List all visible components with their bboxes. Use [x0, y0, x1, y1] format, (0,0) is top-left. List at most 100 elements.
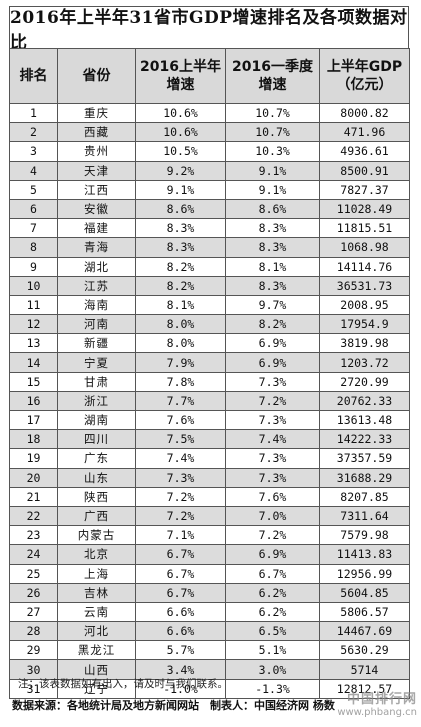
province-cell: 内蒙古	[57, 525, 136, 546]
rank-cell: 15	[9, 371, 58, 392]
gdp-cell: 8500.91	[319, 160, 410, 181]
q1-growth-cell: 8.3%	[225, 275, 320, 296]
q1-growth-cell: 7.2%	[225, 525, 320, 546]
province-cell: 海南	[57, 294, 136, 316]
h1-growth-cell: 7.1%	[135, 525, 226, 546]
province-cell: 江苏	[57, 275, 136, 296]
table-row: 19 广东 7.4% 7.3% 37357.59	[9, 448, 410, 469]
province-cell: 广西	[57, 505, 136, 527]
q1-growth-cell: 7.4%	[225, 429, 320, 450]
table-row: 30 山西 3.4% 3.0% 5714	[9, 659, 410, 680]
header-h1-gdp: 上半年GDP（亿元）	[319, 48, 410, 104]
h1-growth-cell: 7.2%	[135, 486, 226, 507]
province-cell: 辽宁	[57, 678, 136, 699]
q1-growth-cell: 9.7%	[225, 294, 320, 316]
gdp-cell: 8207.85	[319, 486, 410, 507]
q1-growth-cell: 10.7%	[225, 122, 320, 143]
q1-growth-cell: 9.1%	[225, 179, 320, 200]
h1-growth-cell: 5.7%	[135, 640, 226, 661]
gdp-cell: 12812.57	[319, 678, 410, 699]
rank-cell: 13	[9, 333, 58, 354]
gdp-cell: 17954.9	[319, 314, 410, 335]
rank-cell: 7	[9, 218, 58, 239]
rank-cell: 21	[9, 486, 58, 507]
q1-growth-cell: 8.2%	[225, 314, 320, 335]
rank-cell: 18	[9, 429, 58, 450]
header-h1-growth: 2016上半年增速	[135, 48, 226, 104]
gdp-cell: 1203.72	[319, 352, 410, 373]
gdp-cell: 5714	[319, 659, 410, 680]
header-q1-growth: 2016一季度增速	[225, 48, 320, 104]
gdp-cell: 2008.95	[319, 294, 410, 316]
h1-growth-cell: 7.7%	[135, 390, 226, 412]
province-cell: 青海	[57, 237, 136, 258]
h1-growth-cell: 6.7%	[135, 544, 226, 565]
q1-growth-cell: 7.3%	[225, 371, 320, 392]
table-body: 1 重庆 10.6% 10.7% 8000.82 2 西藏 10.6% 10.7% 471.96 3…	[9, 102, 410, 699]
gdp-cell: 11815.51	[319, 218, 410, 239]
province-cell: 湖北	[57, 256, 136, 277]
province-cell: 山东	[57, 467, 136, 488]
province-cell: 广东	[57, 448, 136, 469]
watermark-url: www.phbang.cn	[337, 707, 417, 718]
gdp-cell: 7311.64	[319, 505, 410, 527]
table-row: 13 新疆 8.0% 6.9% 3819.98	[9, 333, 410, 354]
h1-growth-cell: 9.2%	[135, 160, 226, 181]
gdp-cell: 11413.83	[319, 544, 410, 565]
rank-cell: 17	[9, 409, 58, 431]
h1-growth-cell: 7.5%	[135, 429, 226, 450]
rank-cell: 6	[9, 198, 58, 220]
rank-cell: 1	[9, 102, 58, 124]
table-row: 2 西藏 10.6% 10.7% 471.96	[9, 122, 410, 143]
province-cell: 天津	[57, 160, 136, 181]
table-row: 11 海南 8.1% 9.7% 2008.95	[9, 294, 410, 316]
rank-cell: 14	[9, 352, 58, 373]
gdp-cell: 8000.82	[319, 102, 410, 124]
q1-growth-cell: 6.9%	[225, 352, 320, 373]
province-cell: 贵州	[57, 141, 136, 162]
q1-growth-cell: 3.0%	[225, 659, 320, 680]
h1-growth-cell: 7.9%	[135, 352, 226, 373]
rank-cell: 4	[9, 160, 58, 181]
table-row: 16 浙江 7.7% 7.2% 20762.33	[9, 390, 410, 412]
header-rank: 排名	[9, 48, 58, 104]
province-cell: 甘肃	[57, 371, 136, 392]
table-row: 10 江苏 8.2% 8.3% 36531.73	[9, 275, 410, 296]
q1-growth-cell: -1.3%	[225, 678, 320, 699]
h1-growth-cell: 7.8%	[135, 371, 226, 392]
h1-growth-cell: 7.6%	[135, 409, 226, 431]
q1-growth-cell: 7.3%	[225, 448, 320, 469]
q1-growth-cell: 7.3%	[225, 409, 320, 431]
h1-growth-cell: 10.6%	[135, 122, 226, 143]
header-row: 排名 省份 2016上半年增速 2016一季度增速 上半年GDP（亿元）	[9, 48, 410, 104]
province-cell: 吉林	[57, 582, 136, 603]
q1-growth-cell: 8.3%	[225, 218, 320, 239]
q1-growth-cell: 6.9%	[225, 333, 320, 354]
h1-growth-cell: 9.1%	[135, 179, 226, 200]
gdp-cell: 3819.98	[319, 333, 410, 354]
gdp-cell: 5806.57	[319, 601, 410, 623]
h1-growth-cell: 10.5%	[135, 141, 226, 162]
table-row: 26 吉林 6.7% 6.2% 5604.85	[9, 582, 410, 603]
q1-growth-cell: 10.3%	[225, 141, 320, 162]
gdp-cell: 31688.29	[319, 467, 410, 488]
note-text: 注：该表数据如有出入，请及时与我们联系。	[18, 678, 228, 690]
province-cell: 河北	[57, 621, 136, 642]
province-cell: 西藏	[57, 122, 136, 143]
rank-cell: 2	[9, 122, 58, 143]
table-row: 21 陕西 7.2% 7.6% 8207.85	[9, 486, 410, 507]
gdp-cell: 14467.69	[319, 621, 410, 642]
q1-growth-cell: 9.1%	[225, 160, 320, 181]
table-row: 24 北京 6.7% 6.9% 11413.83	[9, 544, 410, 565]
h1-growth-cell: 8.1%	[135, 294, 226, 316]
header-province: 省份	[57, 48, 136, 104]
province-cell: 上海	[57, 563, 136, 584]
q1-growth-cell: 5.1%	[225, 640, 320, 661]
gdp-cell: 7827.37	[319, 179, 410, 200]
table-row: 12 河南 8.0% 8.2% 17954.9	[9, 314, 410, 335]
h1-growth-cell: 8.6%	[135, 198, 226, 220]
table-row: 22 广西 7.2% 7.0% 7311.64	[9, 505, 410, 527]
q1-growth-cell: 6.5%	[225, 621, 320, 642]
table-row: 17 湖南 7.6% 7.3% 13613.48	[9, 409, 410, 431]
table-row: 31 辽宁 -1.0% -1.3% 12812.57	[9, 678, 410, 699]
